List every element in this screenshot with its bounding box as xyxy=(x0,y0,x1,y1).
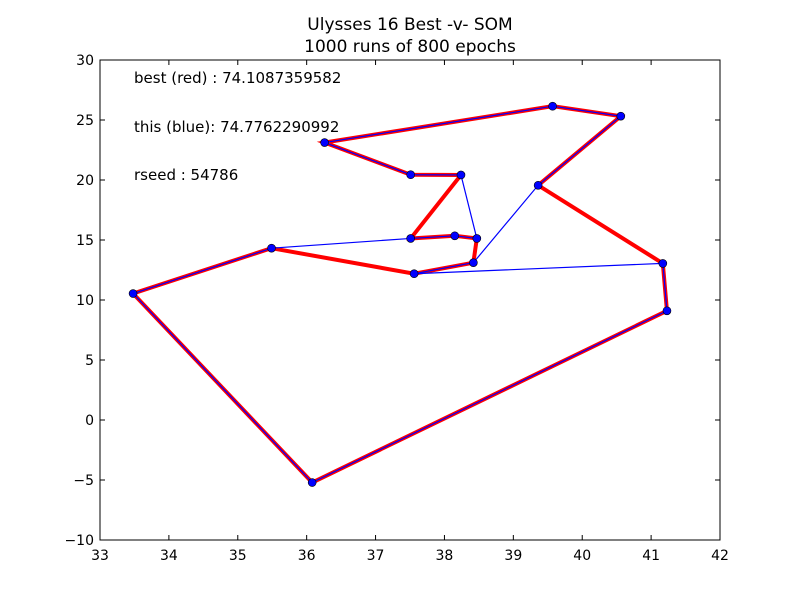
x-tick-label: 42 xyxy=(711,548,729,564)
y-tick-label: −10 xyxy=(64,533,94,549)
x-tick-label: 37 xyxy=(367,548,385,564)
tick-layer: 33 34 35 36 37 38 39 40 41 42 −10 −5 0 5 10 15 20 25 30 xyxy=(64,53,728,564)
x-tick-label: 35 xyxy=(229,548,247,564)
x-tick-label: 38 xyxy=(436,548,454,564)
y-tick-label: 0 xyxy=(85,413,94,429)
y-tick-label: 20 xyxy=(76,173,94,189)
x-tick-label: 40 xyxy=(573,548,591,564)
data-point xyxy=(616,111,626,121)
data-point xyxy=(658,259,668,268)
y-tick-label: 15 xyxy=(76,233,94,249)
data-point xyxy=(267,243,276,253)
plot-background xyxy=(100,60,720,540)
annotation-this: this (blue): 74.7762290992 xyxy=(134,118,339,136)
data-point xyxy=(320,138,329,147)
y-tick-label: 5 xyxy=(85,353,94,369)
y-tick-label: −5 xyxy=(73,473,94,489)
data-point xyxy=(472,234,482,243)
data-point xyxy=(450,231,460,241)
x-tick-label: 39 xyxy=(504,548,522,564)
data-point xyxy=(548,101,557,111)
y-tick-label: 30 xyxy=(76,53,94,69)
y-tick-label: 10 xyxy=(76,293,94,309)
data-point xyxy=(456,170,466,180)
data-point xyxy=(128,289,138,298)
data-point xyxy=(533,180,543,190)
x-tick-label: 33 xyxy=(91,548,109,564)
data-point xyxy=(469,258,478,267)
data-point xyxy=(406,234,415,243)
data-point xyxy=(662,306,672,316)
data-point xyxy=(307,478,317,487)
x-tick-label: 34 xyxy=(160,548,178,564)
y-tick-label: 25 xyxy=(76,113,94,129)
data-point xyxy=(409,269,419,279)
annotation-best: best (red) : 74.1087359582 xyxy=(134,69,341,87)
chart-subtitle: 1000 runs of 800 epochs xyxy=(304,37,516,57)
x-tick-label: 36 xyxy=(298,548,316,564)
annotation-rseed: rseed : 54786 xyxy=(134,166,238,184)
x-tick-label: 41 xyxy=(642,548,660,564)
data-point xyxy=(406,170,415,180)
plot-area: 33 34 35 36 37 38 39 40 41 42 −10 −5 0 5 10 15 20 25 30 xyxy=(64,53,728,564)
chart-title: Ulysses 16 Best -v- SOM xyxy=(307,15,512,35)
marker-layer xyxy=(128,101,672,487)
